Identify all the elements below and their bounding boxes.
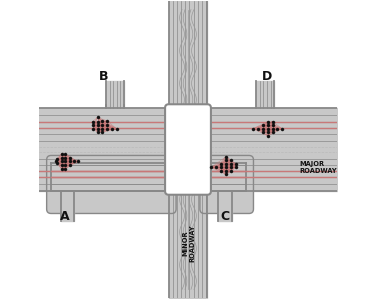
Text: C: C: [221, 210, 230, 223]
Text: B: B: [99, 70, 108, 83]
Text: A: A: [60, 210, 69, 223]
FancyBboxPatch shape: [165, 104, 211, 195]
FancyBboxPatch shape: [200, 155, 253, 213]
FancyBboxPatch shape: [47, 155, 176, 213]
Text: MAJOR
ROADWAY: MAJOR ROADWAY: [300, 161, 337, 174]
Text: D: D: [262, 70, 272, 83]
Text: MINOR
ROADWAY: MINOR ROADWAY: [182, 225, 195, 262]
